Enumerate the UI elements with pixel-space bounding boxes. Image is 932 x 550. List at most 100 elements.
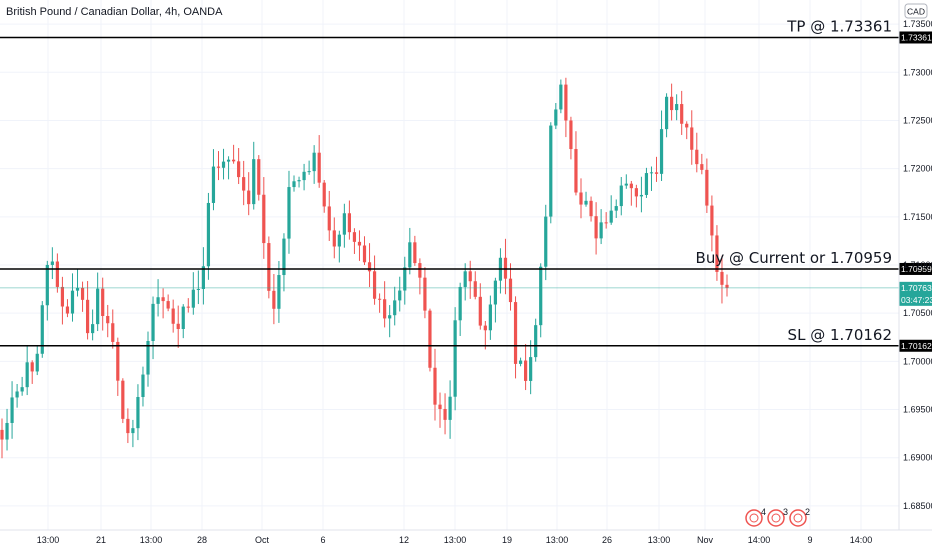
candle: [513, 296, 518, 379]
candle-body: [609, 210, 613, 223]
candle-body: [337, 234, 341, 247]
candle: [685, 121, 689, 140]
candle: [35, 345, 39, 376]
event-badge-2[interactable]: 3: [767, 507, 788, 527]
candle-body: [352, 232, 357, 242]
candle: [423, 267, 427, 319]
candle: [619, 177, 623, 216]
candle-body: [362, 245, 367, 263]
candle: [75, 268, 80, 297]
candle-body: [473, 281, 477, 297]
candle: [383, 281, 387, 328]
candle: [206, 192, 211, 280]
candle: [529, 340, 533, 395]
level-badge-text: 1.70162: [901, 341, 932, 351]
candle: [247, 172, 251, 216]
candle: [211, 149, 216, 211]
candle-body: [151, 303, 155, 341]
candle: [262, 177, 266, 259]
candle-body: [715, 235, 719, 272]
candle-body: [196, 288, 200, 290]
candle-body: [423, 277, 427, 311]
candle-body: [367, 262, 372, 272]
candle: [10, 381, 14, 439]
price-levels: TP @ 1.73361 1.73361 Buy @ Current or 1.70…: [0, 17, 932, 352]
candle: [141, 366, 145, 407]
event-flag-icon: [767, 509, 785, 527]
level-badge-text: 1.73361: [901, 32, 932, 42]
candle-body: [206, 202, 211, 267]
candle-body: [513, 302, 518, 364]
candle-body: [55, 261, 59, 287]
x-tick-label: 6: [320, 535, 325, 545]
candle: [443, 393, 447, 435]
candle-body: [357, 241, 362, 246]
x-tick-label: 28: [197, 535, 207, 545]
candle: [302, 163, 306, 191]
candle: [171, 299, 175, 333]
candle-body: [106, 315, 110, 324]
candle-body: [378, 298, 382, 300]
candle: [70, 273, 75, 322]
candle-body: [579, 192, 583, 205]
event-flag-icon: [789, 509, 807, 527]
candle: [644, 167, 649, 198]
level-badge-sl: [899, 339, 932, 352]
currency-button-label: CAD: [907, 7, 925, 17]
candle: [488, 295, 492, 340]
candle-body: [685, 123, 689, 128]
candle-body: [186, 306, 190, 308]
candle-body: [695, 149, 699, 165]
candle: [564, 77, 568, 138]
y-tick-label: 1.68500: [903, 501, 932, 511]
candle: [176, 305, 180, 348]
candle: [559, 79, 563, 114]
candle: [146, 331, 150, 387]
candle-body: [448, 396, 452, 420]
candle: [65, 299, 70, 318]
candle-body: [710, 205, 714, 236]
candle-body: [539, 266, 543, 326]
candle: [433, 348, 437, 421]
candle-body: [191, 289, 195, 308]
event-badge-3[interactable]: 2: [789, 507, 810, 527]
candle-body: [418, 263, 422, 278]
candle-body: [131, 428, 135, 434]
candle-body: [176, 323, 180, 330]
candle-body: [226, 159, 231, 162]
event-badge-1[interactable]: 4: [745, 507, 766, 527]
candle: [483, 321, 487, 350]
candle: [91, 309, 95, 341]
candle: [473, 271, 477, 300]
candle-body: [639, 194, 644, 197]
candle: [624, 174, 628, 189]
candle-body: [458, 286, 462, 321]
candle: [0, 418, 4, 459]
candle-body: [216, 166, 221, 168]
y-tick-label: 1.72500: [903, 115, 932, 125]
candle: [448, 380, 452, 439]
candle-body: [438, 404, 442, 409]
candle-body: [388, 315, 392, 319]
candle: [388, 305, 392, 338]
currency-button[interactable]: CAD: [904, 3, 928, 19]
candle-body: [221, 161, 226, 168]
candle-body: [30, 362, 34, 372]
x-tick-label: 26: [602, 535, 612, 545]
candle-body: [524, 360, 528, 381]
y-axis[interactable]: 1.73500 1.73000 1.72500 1.72000 1.71500 1.710…: [903, 19, 932, 511]
candle: [539, 263, 543, 338]
x-axis[interactable]: 13:00 21 13:00 28 Oct 6 12 13:00 19 13:00 26 13:00 N…: [37, 535, 873, 545]
candle-body: [70, 290, 75, 314]
candle: [332, 217, 336, 259]
level-label-tp: TP @ 1.73361: [786, 17, 892, 35]
candle-body: [342, 213, 346, 235]
candle-body: [670, 96, 674, 111]
candle-body: [5, 422, 9, 440]
x-tick-label: 12: [399, 535, 409, 545]
candle: [589, 196, 593, 222]
candle: [45, 260, 49, 321]
candle-body: [242, 177, 246, 191]
candle: [549, 122, 553, 224]
